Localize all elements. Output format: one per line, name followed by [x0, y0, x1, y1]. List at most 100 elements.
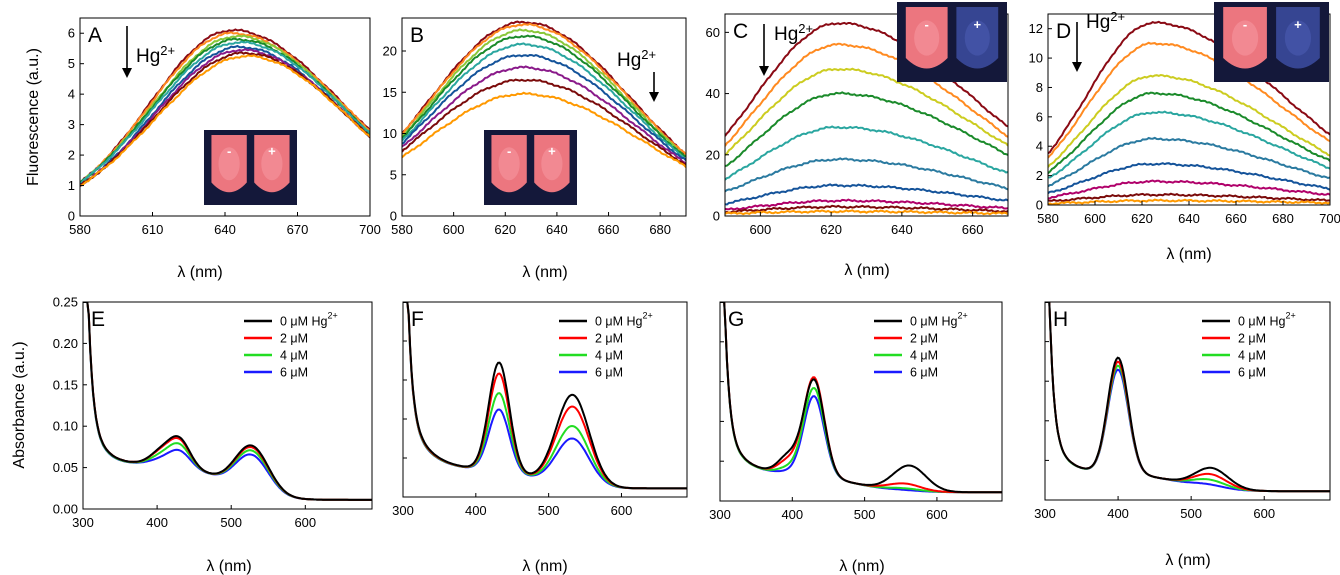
series-line — [402, 20, 686, 156]
tube — [956, 7, 999, 69]
x-tick-label: 620 — [494, 222, 516, 237]
x-tick-label: 700 — [359, 222, 381, 237]
y-tick-label: 0.05 — [53, 460, 78, 475]
panel-A: 580 610 640 670 700 0 1 2 3 4 5 6 Aλ (nm) — [68, 17, 381, 281]
x-tick-label: 620 — [1131, 211, 1153, 226]
y-tick-label: 2 — [68, 148, 75, 163]
x-tick-label: 500 — [538, 503, 560, 518]
x-axis-label: λ (nm) — [844, 262, 889, 279]
plus-label: + — [974, 17, 982, 32]
x-tick-label: 300 — [392, 503, 414, 518]
panel-B: 580 600 620 640 660 680 0 5 10 15 20 Bλ (nm) — [383, 17, 687, 281]
legend-label: 6 μM — [910, 366, 938, 380]
x-tick-label: 600 — [926, 507, 948, 522]
y-tick-label: 0 — [1036, 198, 1043, 213]
x-tick-label: 580 — [1037, 211, 1059, 226]
minus-label: - — [1243, 17, 1247, 32]
x-tick-label: 680 — [1272, 211, 1294, 226]
legend-label: 0 μM Hg2+ — [1238, 311, 1296, 329]
panel-E: 300 400 500 600 0.00 0.05 0.10 0.15 0.20 0.25 Eλ (… — [53, 295, 373, 575]
x-tick-label: 600 — [294, 515, 316, 530]
y-tick-label: 6 — [1036, 109, 1043, 124]
series-line — [725, 125, 1008, 181]
y-tick-label: 20 — [383, 44, 397, 59]
tube — [534, 135, 570, 193]
x-tick-label: 600 — [443, 222, 465, 237]
x-tick-label: 580 — [69, 222, 91, 237]
series-line — [1048, 136, 1330, 188]
inset-photo: - + — [484, 130, 577, 205]
series-line — [1048, 41, 1330, 159]
panel-letter-H: H — [1053, 308, 1068, 331]
legend: 0 μM Hg2+ 2 μM 4 μM 6 μM — [244, 311, 338, 380]
x-tick-label: 300 — [1034, 506, 1056, 521]
tube-glow — [914, 20, 940, 56]
legend-label: 4 μM — [280, 349, 308, 363]
y-tick-label: 3 — [68, 117, 75, 132]
series-line — [725, 157, 1008, 193]
legend-label: 4 μM — [1238, 349, 1266, 363]
x-axis-label: λ (nm) — [177, 264, 222, 281]
series-line — [402, 65, 686, 165]
series-line — [725, 91, 1008, 167]
series-line-2 — [720, 302, 1002, 494]
panel-letter-A: A — [88, 24, 102, 47]
legend-label: 2 μM — [1238, 332, 1266, 346]
series-line — [725, 21, 1008, 137]
x-tick-label: 400 — [1107, 506, 1129, 521]
x-tick-label: 640 — [546, 222, 568, 237]
panel-letter-G: G — [728, 308, 744, 331]
y-tick-label: 0 — [713, 209, 720, 224]
x-axis-label: λ (nm) — [1166, 246, 1211, 263]
hg2-annotation: Hg2+ — [1086, 9, 1125, 33]
inset-photo: - + — [897, 2, 1007, 82]
minus-label: - — [507, 144, 511, 159]
y-tick-label: 12 — [1029, 21, 1043, 36]
x-tick-label: 680 — [649, 222, 671, 237]
panel-C: 600 620 640 660 0 20 40 60 Cλ (nm) — [706, 13, 1009, 279]
hg2-annotation: Hg2+ — [136, 43, 175, 67]
inset-photo: - + — [204, 130, 297, 205]
x-tick-label: 700 — [1319, 211, 1340, 226]
x-tick-label: 500 — [1180, 506, 1202, 521]
x-tick-label: 500 — [220, 515, 242, 530]
series-line-0 — [83, 302, 372, 501]
x-tick-label: 640 — [1178, 211, 1200, 226]
panel-F: 300 400 500 600 Fλ (nm) 0 μM Hg2+ 2 μM 4 μM 6 μM — [392, 301, 688, 575]
y-tick-label: 20 — [706, 147, 720, 162]
tube — [254, 135, 290, 193]
series-line — [725, 204, 1008, 214]
tube — [1223, 7, 1267, 69]
y-tick-label: 6 — [68, 26, 75, 41]
series-line — [1048, 110, 1330, 179]
series-line — [80, 54, 370, 187]
tube-glow — [1284, 20, 1312, 56]
series-line — [725, 198, 1008, 211]
legend-label: 2 μM — [595, 332, 623, 346]
series-line — [80, 40, 370, 184]
tube-glow — [964, 20, 990, 56]
x-tick-label: 660 — [1225, 211, 1247, 226]
down-arrow-head — [759, 66, 769, 76]
x-tick-label: 640 — [214, 222, 236, 237]
y-tick-label: 0.20 — [53, 336, 78, 351]
hg2-annotation: Hg2+ — [617, 47, 656, 71]
series-line-3 — [83, 302, 372, 501]
panel-letter-C: C — [733, 20, 748, 43]
legend: 0 μM Hg2+ 2 μM 4 μM 6 μM — [874, 311, 968, 380]
x-tick-label: 640 — [891, 222, 913, 237]
minus-label: - — [227, 144, 231, 159]
x-tick-label: 670 — [287, 222, 309, 237]
inset-photo: - + — [1214, 2, 1329, 82]
minus-label: - — [925, 17, 929, 32]
series-line — [402, 91, 686, 168]
panel-C-frame — [724, 13, 1009, 217]
curves — [80, 28, 370, 188]
legend: 0 μM Hg2+ 2 μM 4 μM 6 μM — [1202, 311, 1296, 380]
x-tick-label: 400 — [781, 507, 803, 522]
panel-G: 300 400 500 600 Gλ (nm) 0 μM Hg2+ 2 μM 4 μM 6 μM — [709, 301, 1003, 575]
series-line — [1048, 192, 1330, 203]
down-arrow-head — [1072, 62, 1082, 72]
down-arrow-head — [122, 68, 132, 78]
